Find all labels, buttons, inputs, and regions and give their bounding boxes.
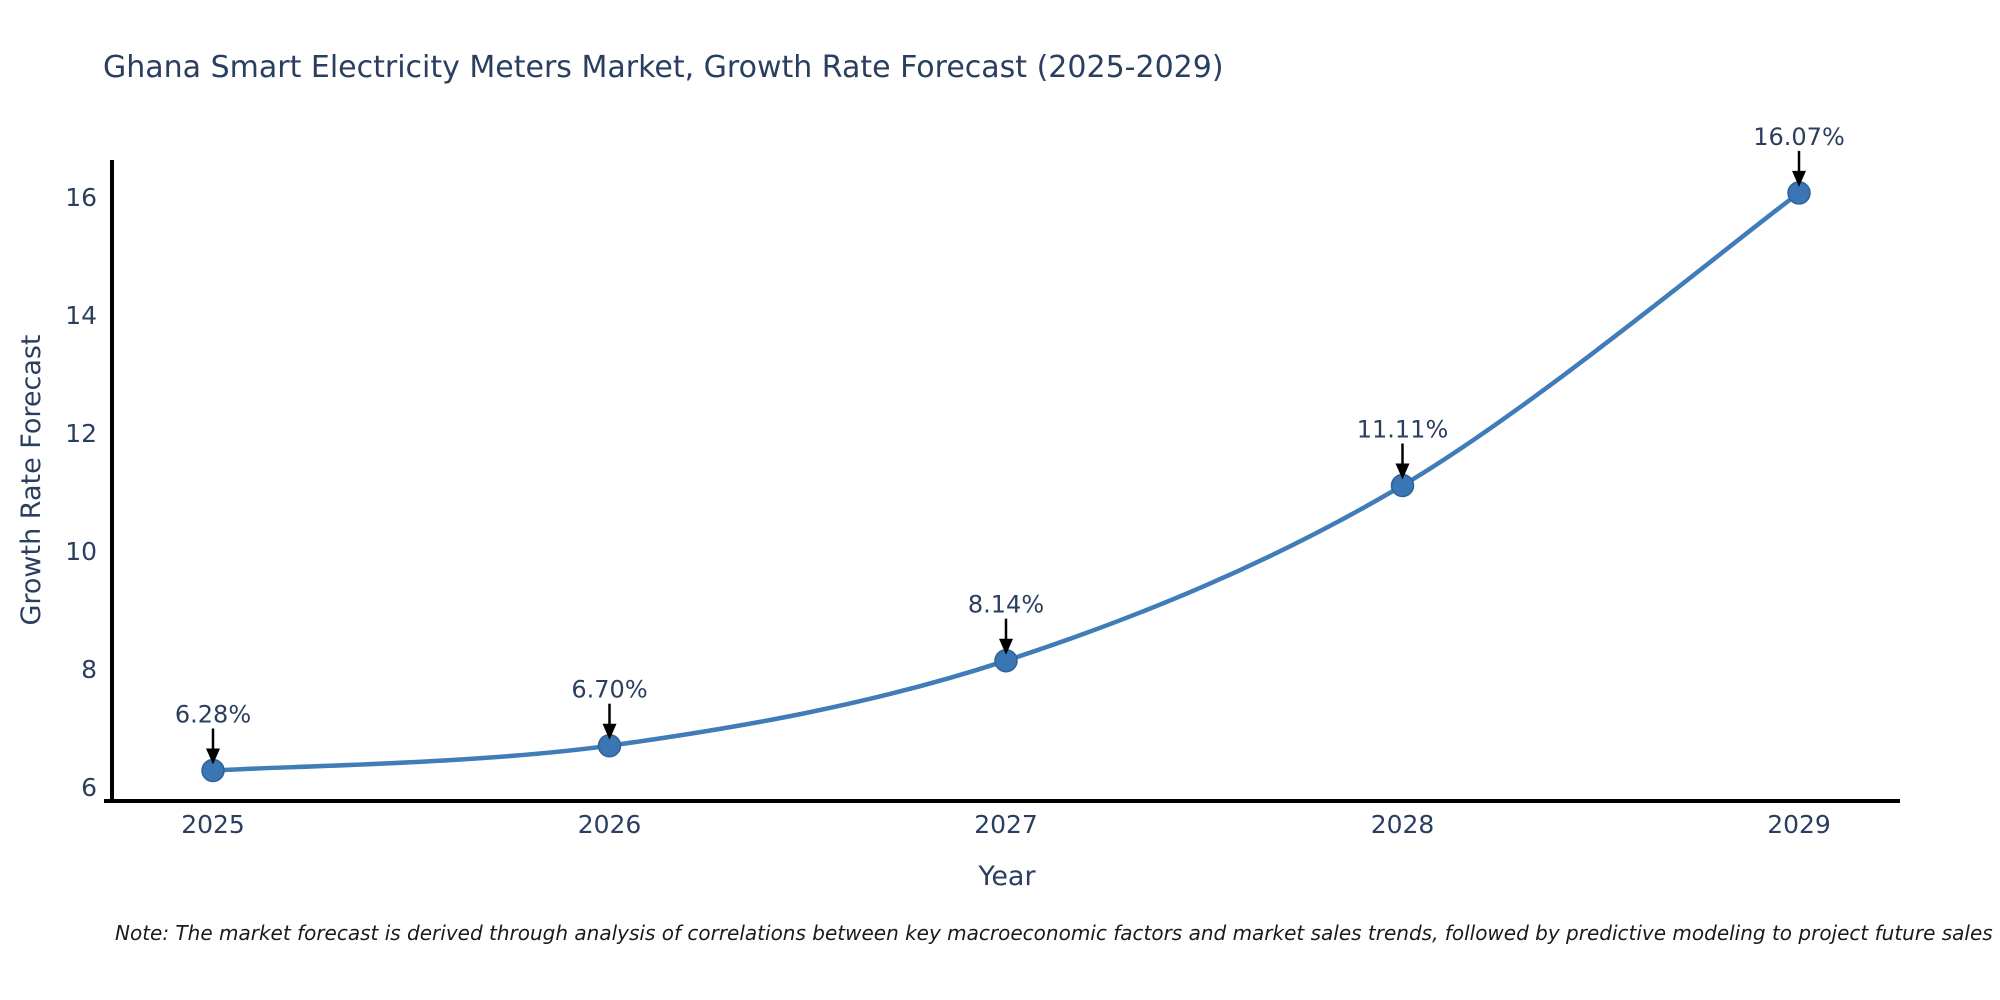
x-axis-tick-labels: 2025 2026 2027 2028 2029: [181, 810, 1831, 839]
series-line: [212, 191, 1801, 773]
y-tick-label: 10: [65, 537, 97, 566]
annotation-2028: 11.11%: [1357, 416, 1449, 480]
annotation-arrowhead: [1792, 170, 1806, 187]
x-axis-title: Year: [977, 861, 1036, 892]
annotation-value-label: 11.11%: [1357, 416, 1449, 444]
x-tick-label-2028: 2028: [1371, 810, 1435, 839]
annotation-2027: 8.14%: [968, 591, 1044, 655]
axis-lines: [104, 160, 1900, 803]
y-tick-label: 14: [65, 301, 97, 330]
x-tick-label-2027: 2027: [974, 810, 1038, 839]
annotation-value-label: 6.28%: [175, 701, 251, 729]
annotation-arrowhead: [999, 638, 1013, 655]
annotation-2026: 6.70%: [571, 676, 648, 740]
y-axis-title: Growth Rate Forecast: [16, 334, 47, 625]
point-annotations: 6.28% 6.70% 8.14% 11.11% 16.07%: [175, 123, 1845, 765]
y-tick-label: 8: [81, 655, 97, 684]
y-tick-label: 6: [81, 773, 97, 802]
annotation-value-label: 6.70%: [571, 676, 647, 704]
annotation-2029: 16.07%: [1753, 123, 1845, 187]
footnote: Note: The market forecast is derived thr…: [115, 921, 1993, 945]
y-tick-label: 12: [65, 419, 97, 448]
x-tick-label-2029: 2029: [1767, 810, 1831, 839]
annotation-2025: 6.28%: [175, 701, 251, 765]
data-points: [201, 181, 1811, 783]
annotation-value-label: 16.07%: [1753, 123, 1845, 151]
annotation-arrowhead: [1395, 463, 1410, 480]
chart-title: Ghana Smart Electricity Meters Market, G…: [103, 50, 1224, 85]
y-axis-tick-labels: 6 8 10 12 14 16: [65, 183, 97, 802]
annotation-value-label: 8.14%: [968, 591, 1044, 619]
annotation-arrowhead: [602, 723, 617, 740]
x-tick-label-2026: 2026: [578, 810, 642, 839]
annotation-arrowhead: [206, 748, 220, 765]
x-tick-label-2025: 2025: [181, 810, 245, 839]
y-tick-label: 16: [65, 183, 97, 212]
